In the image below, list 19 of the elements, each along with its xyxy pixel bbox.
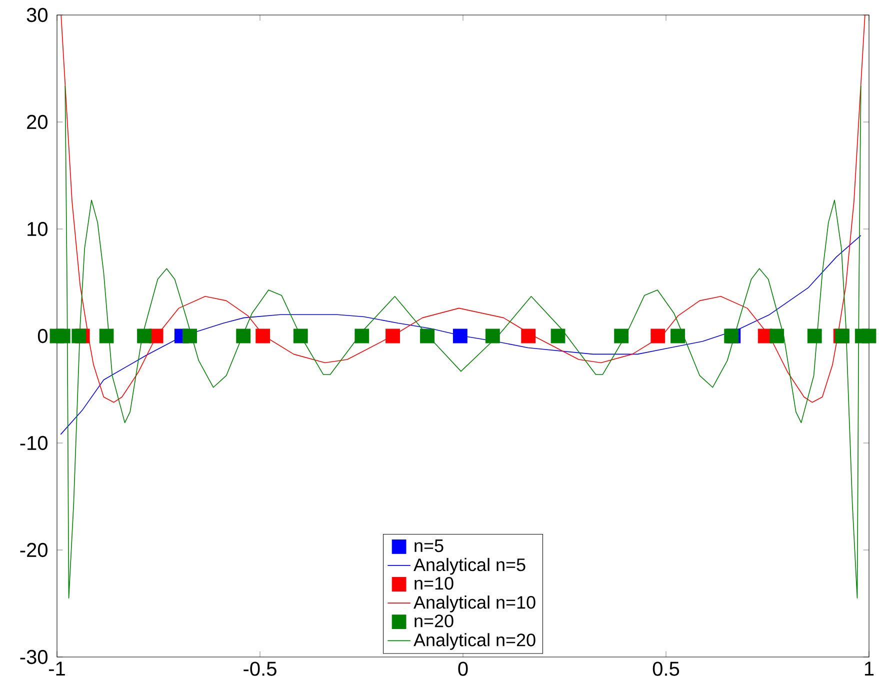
y-tick-label: 20	[27, 114, 48, 130]
legend-label: n=20	[414, 614, 454, 628]
y-tick-label: -10	[20, 436, 48, 450]
y-tick-label: 10	[28, 222, 48, 236]
x-tick-label: -1	[48, 662, 65, 676]
legend-label: Analytical n=20	[414, 633, 536, 650]
y-tick-label: -30	[20, 650, 48, 664]
legend-label: Analytical n=10	[414, 596, 536, 612]
legend-label: n=10	[414, 576, 454, 590]
x-tick-label: 0.5	[652, 662, 680, 676]
y-tick-label: 0	[38, 328, 48, 344]
x-tick-label: -0.5	[244, 662, 276, 676]
x-tick-label: 1	[864, 662, 874, 676]
x-tick-label: 0	[458, 662, 468, 676]
y-tick-label: -20	[20, 542, 48, 558]
y-tick-label: 30	[26, 8, 48, 22]
legend-label: Analytical n=5	[414, 558, 526, 575]
legend-label: n=5	[414, 540, 444, 552]
line-series	[60, 15, 866, 403]
